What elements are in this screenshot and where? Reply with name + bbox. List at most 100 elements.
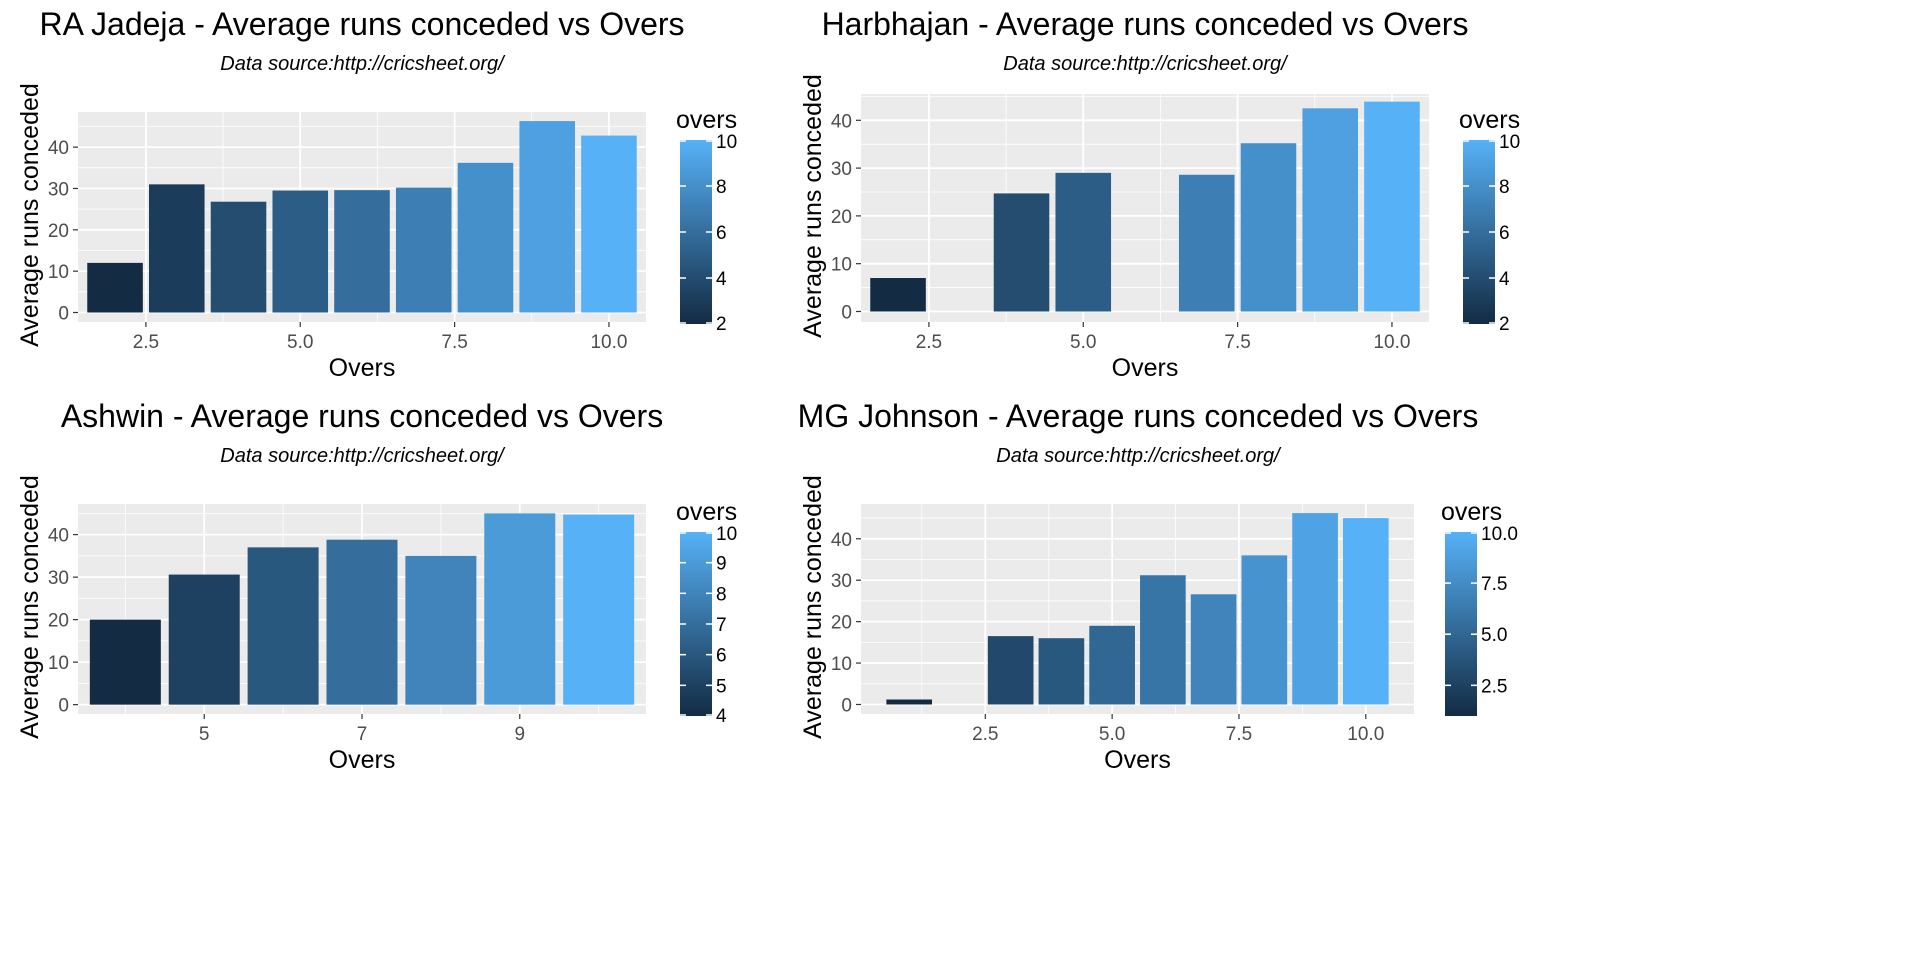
chart-title: RA Jadeja - Average runs conceded vs Ove…	[39, 6, 684, 42]
legend-tick-label: 7.5	[1481, 574, 1507, 595]
chart-4: MG Johnson - Average runs conceded vs Ov…	[798, 398, 1518, 774]
legend-tick-label: 7	[716, 615, 727, 636]
y-axis-title: Average runs conceded	[16, 83, 44, 347]
x-tick-label: 5.0	[1070, 332, 1096, 353]
y-axis-title: Average runs conceded	[799, 475, 827, 739]
y-tick-label: 30	[831, 571, 852, 592]
y-tick-label: 20	[48, 221, 69, 242]
y-tick-label: 20	[831, 613, 852, 634]
chart-1: RA Jadeja - Average runs conceded vs Ove…	[16, 6, 737, 382]
legend-tick-label: 10	[716, 524, 737, 545]
y-tick-label: 10	[48, 262, 69, 283]
bar-over-9	[484, 513, 556, 705]
y-tick-label: 30	[48, 568, 69, 589]
legend-tick-label: 2.5	[1481, 676, 1507, 697]
y-axis-title: Average runs conceded	[16, 475, 44, 739]
y-tick-label: 30	[831, 159, 852, 180]
bar-over-4	[210, 201, 267, 313]
bar-over-3	[987, 636, 1034, 705]
bar-over-6	[1140, 575, 1186, 705]
bar-over-5	[168, 574, 240, 705]
bar-over-9	[1302, 108, 1358, 312]
bar-over-4	[89, 619, 161, 705]
y-tick-label: 20	[48, 611, 69, 632]
bar-over-7	[326, 539, 398, 705]
chart-subtitle: Data source:http://cricsheet.org/	[220, 53, 506, 75]
legend-tick-label: 9	[716, 554, 727, 575]
legend-title: overs	[676, 106, 737, 134]
bar-over-8	[1241, 555, 1288, 705]
bar-over-8	[405, 555, 477, 705]
bar-over-5	[272, 190, 329, 313]
legend-tick-label: 5	[716, 676, 727, 697]
legend-tick-label: 4	[716, 269, 727, 290]
bar-over-4	[993, 193, 1050, 312]
x-axis-title: Overs	[329, 354, 396, 382]
x-axis-title: Overs	[1112, 354, 1179, 382]
legend-title: overs	[676, 498, 737, 526]
y-tick-label: 10	[831, 255, 852, 276]
bar-over-9	[1292, 513, 1338, 705]
x-tick-label: 2.5	[133, 332, 159, 353]
x-tick-label: 10.0	[1347, 724, 1384, 745]
x-axis-title: Overs	[329, 746, 396, 774]
bar-over-7	[1190, 594, 1237, 705]
bar-over-3	[149, 184, 205, 313]
legend-tick-label: 6	[716, 646, 727, 667]
x-tick-label: 5.0	[1099, 724, 1125, 745]
x-tick-label: 7.5	[1224, 332, 1250, 353]
bar-over-6	[247, 547, 319, 705]
y-tick-label: 10	[48, 653, 69, 674]
legend-tick-label: 4	[716, 706, 727, 727]
bar-over-6	[334, 190, 390, 313]
legend-tick-label: 8	[716, 584, 727, 605]
legend-title: overs	[1459, 106, 1520, 134]
x-tick-label: 2.5	[972, 724, 998, 745]
chart-subtitle: Data source:http://cricsheet.org/	[220, 445, 506, 467]
bar-over-2	[87, 262, 143, 313]
chart-3: Ashwin - Average runs conceded vs Overs D…	[16, 398, 737, 774]
bar-over-10	[581, 135, 637, 313]
bar-over-7	[1178, 174, 1235, 312]
legend-tick-label: 6	[1499, 223, 1510, 244]
legend-tick-label: 5.0	[1481, 625, 1507, 646]
legend-tick-label: 4	[1499, 269, 1510, 290]
bar-over-7	[395, 187, 452, 313]
legend-tick-label: 6	[716, 223, 727, 244]
y-axis-title: Average runs conceded	[799, 74, 827, 338]
chart-title: MG Johnson - Average runs conceded vs Ov…	[798, 398, 1479, 434]
bar-over-10	[1342, 518, 1389, 705]
legend-tick-label: 10.0	[1481, 524, 1518, 545]
y-tick-label: 30	[48, 179, 69, 200]
legend-colorbar	[1445, 532, 1477, 716]
bar-over-8	[457, 162, 514, 313]
legend-tick-label: 2	[1499, 314, 1510, 335]
y-tick-label: 40	[48, 138, 69, 159]
x-tick-label: 5	[199, 724, 210, 745]
legend-title: overs	[1441, 498, 1502, 526]
bar-over-4	[1038, 638, 1085, 705]
bar-over-5	[1055, 172, 1112, 312]
bar-over-5	[1089, 625, 1135, 705]
chart-2: Harbhajan - Average runs conceded vs Ove…	[799, 6, 1520, 382]
x-tick-label: 10.0	[1373, 332, 1410, 353]
x-tick-label: 10.0	[590, 332, 627, 353]
x-tick-label: 7	[357, 724, 368, 745]
y-tick-label: 40	[831, 530, 852, 551]
legend-tick-label: 10	[1499, 132, 1520, 153]
bar-over-8	[1240, 143, 1297, 312]
legend-tick-label: 2	[716, 314, 727, 335]
legend-tick-label: 10	[716, 132, 737, 153]
x-tick-label: 9	[514, 724, 525, 745]
y-tick-label: 0	[841, 302, 852, 323]
legend-tick-label: 8	[1499, 177, 1510, 198]
bar-over-10	[1364, 101, 1420, 312]
y-tick-label: 20	[831, 207, 852, 228]
x-tick-label: 7.5	[1226, 724, 1252, 745]
x-tick-label: 7.5	[441, 332, 467, 353]
x-tick-label: 5.0	[287, 332, 313, 353]
chart-subtitle: Data source:http://cricsheet.org/	[1003, 53, 1289, 75]
x-tick-label: 2.5	[916, 332, 942, 353]
